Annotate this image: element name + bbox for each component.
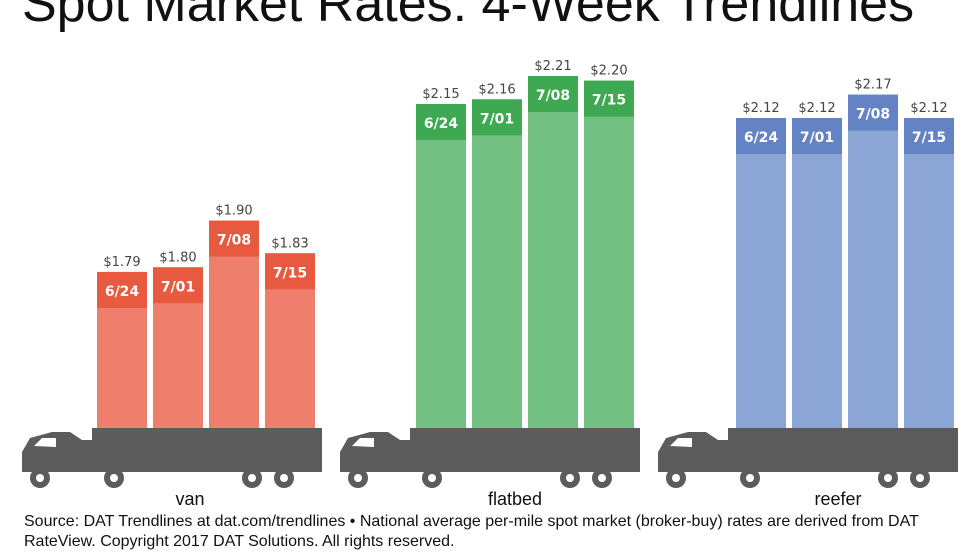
group-label: reefer [814,489,861,509]
bar-cap [472,99,522,136]
week-label: 6/24 [744,130,779,146]
value-label: $2.20 [590,64,627,79]
trailer-chassis [708,462,958,472]
bar-flatbed-4 [584,80,634,428]
week-label: 6/24 [424,116,459,132]
group-flatbed: 6/24 $2.15 7/01 $2.16 7/08 $2.21 7/15 $2.20 flat… [416,59,634,509]
value-label: $2.12 [742,101,779,116]
bar-reefer-1 [736,117,786,429]
wheel-hub [916,474,924,482]
week-label: 7/15 [273,265,307,281]
bar-flatbed-1 [416,103,466,428]
truck-icon [340,428,640,488]
wheel-hub [248,474,256,482]
trailer-body [92,428,322,462]
group-label: flatbed [488,489,542,509]
trailer-chassis [390,462,640,472]
week-label: 7/01 [800,130,834,146]
truck-cab [22,432,92,472]
group-label: van [175,489,204,509]
wheel-hub [110,474,118,482]
value-label: $2.21 [534,59,571,74]
trailer-body [410,428,640,462]
wheel-hub [672,474,680,482]
week-label: 7/01 [161,279,195,295]
truck-cab [658,432,728,472]
wheel-hub [598,474,606,482]
bar-cap [97,271,147,308]
wheel-hub [36,474,44,482]
week-label: 7/15 [592,93,626,109]
wheel-hub [746,474,754,482]
week-label: 7/08 [536,88,570,104]
source-note: Source: DAT Trendlines at dat.com/trendl… [24,513,919,550]
value-label: $1.79 [103,255,140,270]
wheel-hub [566,474,574,482]
value-label: $2.15 [422,87,459,102]
bar-cap [528,76,578,112]
bar-cap [416,103,466,140]
bar-flatbed-3 [528,76,578,428]
wheel-hub [884,474,892,482]
bar-cap [153,267,203,304]
bar-cap [209,220,259,257]
week-label: 7/15 [912,130,946,146]
bar-cap [848,94,898,131]
bar-cap [584,80,634,117]
bar-cap [736,117,786,154]
truck-icon [658,428,958,488]
week-label: 7/08 [856,107,890,123]
group-reefer: 6/24 $2.12 7/01 $2.12 7/08 $2.17 7/15 $2.12 reef… [736,78,954,509]
group-van: 6/24 $1.79 7/01 $1.80 7/08 $1.90 7/15 $1.83 van [97,204,315,509]
chart-title: Spot Market Rates: 4-Week Trendlines [22,0,915,33]
value-label: $1.80 [159,250,196,265]
bar-reefer-2 [792,117,842,429]
truck-cab [340,432,410,472]
week-label: 7/01 [480,111,514,127]
cab-window [352,438,374,447]
wheel-hub [280,474,288,482]
wheel-hub [428,474,436,482]
bar-cap [792,117,842,154]
bar-cap [265,253,315,290]
trailer-body [728,428,958,462]
cab-window [670,438,692,447]
truck-icon [22,428,322,488]
value-label: $2.12 [910,101,947,116]
value-label: $1.90 [215,204,252,219]
value-label: $2.12 [798,101,835,116]
bar-cap [904,117,954,154]
value-label: $1.83 [271,236,308,251]
wheel-hub [354,474,362,482]
value-label: $2.16 [478,82,515,97]
cab-window [34,438,56,447]
week-label: 6/24 [105,284,140,300]
bar-flatbed-2 [472,99,522,428]
bar-reefer-4 [904,117,954,429]
bar-reefer-3 [848,94,898,428]
value-label: $2.17 [854,78,891,93]
trailer-chassis [72,462,322,472]
week-label: 7/08 [217,233,251,249]
